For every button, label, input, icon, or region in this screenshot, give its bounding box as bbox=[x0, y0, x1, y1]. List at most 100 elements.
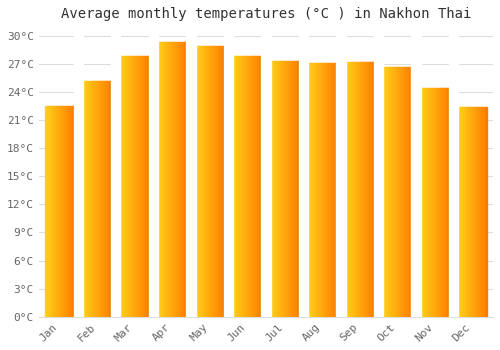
Bar bbox=[253, 56, 254, 317]
Bar bbox=[221, 46, 222, 317]
Bar bbox=[391, 66, 392, 317]
Bar bbox=[424, 88, 426, 317]
Bar bbox=[277, 61, 278, 317]
Bar bbox=[214, 46, 216, 317]
Bar bbox=[100, 80, 101, 317]
Bar bbox=[399, 66, 400, 317]
Bar bbox=[159, 42, 160, 317]
Bar bbox=[102, 80, 104, 317]
Bar bbox=[163, 42, 164, 317]
Bar bbox=[165, 42, 166, 317]
Bar bbox=[67, 106, 68, 317]
Bar bbox=[434, 88, 435, 317]
Bar bbox=[260, 56, 262, 317]
Bar bbox=[476, 107, 477, 317]
Bar bbox=[108, 80, 109, 317]
Bar bbox=[97, 80, 98, 317]
Bar bbox=[52, 106, 53, 317]
Bar bbox=[254, 56, 255, 317]
Bar bbox=[372, 62, 373, 317]
Bar bbox=[424, 88, 425, 317]
Bar bbox=[47, 106, 48, 317]
Bar bbox=[142, 56, 143, 317]
Bar bbox=[178, 42, 179, 317]
Bar bbox=[197, 46, 198, 317]
Bar bbox=[111, 17, 120, 317]
Bar bbox=[288, 61, 290, 317]
Bar bbox=[351, 62, 352, 317]
Bar bbox=[234, 56, 235, 317]
Bar bbox=[287, 61, 288, 317]
Bar bbox=[172, 42, 174, 317]
Bar bbox=[219, 46, 220, 317]
Bar bbox=[271, 61, 272, 317]
Bar bbox=[107, 80, 108, 317]
Bar bbox=[60, 106, 61, 317]
Bar bbox=[323, 63, 324, 317]
Bar bbox=[160, 42, 161, 317]
Bar bbox=[122, 56, 123, 317]
Bar bbox=[320, 63, 321, 317]
Bar bbox=[458, 107, 459, 317]
Bar bbox=[368, 62, 369, 317]
Bar bbox=[209, 46, 210, 317]
Bar bbox=[318, 63, 319, 317]
Bar bbox=[439, 88, 440, 317]
Bar bbox=[88, 80, 89, 317]
Bar bbox=[63, 106, 64, 317]
Bar bbox=[404, 66, 406, 317]
Bar bbox=[168, 42, 169, 317]
Bar bbox=[210, 46, 212, 317]
Bar bbox=[252, 56, 253, 317]
Bar bbox=[357, 62, 358, 317]
Bar bbox=[94, 80, 95, 317]
Bar bbox=[400, 66, 402, 317]
Bar bbox=[233, 56, 234, 317]
Bar bbox=[250, 56, 251, 317]
Bar bbox=[125, 56, 126, 317]
Bar bbox=[326, 63, 328, 317]
Bar bbox=[238, 56, 239, 317]
Bar bbox=[50, 106, 51, 317]
Bar bbox=[183, 42, 184, 317]
Bar bbox=[208, 46, 209, 317]
Bar bbox=[448, 88, 449, 317]
Bar bbox=[459, 107, 460, 317]
Bar bbox=[104, 80, 105, 317]
Bar bbox=[148, 17, 158, 317]
Bar bbox=[207, 46, 208, 317]
Bar bbox=[474, 107, 476, 317]
Bar bbox=[247, 56, 248, 317]
Bar bbox=[210, 46, 211, 317]
Bar bbox=[329, 63, 330, 317]
Bar bbox=[139, 56, 140, 317]
Bar bbox=[98, 80, 100, 317]
Bar bbox=[482, 107, 483, 317]
Bar bbox=[330, 63, 332, 317]
Bar bbox=[101, 80, 102, 317]
Bar bbox=[396, 66, 397, 317]
Bar bbox=[383, 66, 384, 317]
Bar bbox=[69, 106, 70, 317]
Bar bbox=[442, 88, 443, 317]
Bar bbox=[370, 62, 371, 317]
Bar bbox=[392, 66, 393, 317]
Bar bbox=[421, 88, 422, 317]
Bar bbox=[170, 42, 171, 317]
Bar bbox=[124, 56, 125, 317]
Bar bbox=[366, 62, 367, 317]
Bar bbox=[322, 63, 323, 317]
Bar bbox=[436, 88, 437, 317]
Bar bbox=[440, 88, 441, 317]
Bar bbox=[84, 80, 85, 317]
Bar bbox=[469, 107, 470, 317]
Bar bbox=[96, 80, 97, 317]
Bar bbox=[485, 107, 486, 317]
Bar bbox=[295, 61, 296, 317]
Bar bbox=[335, 63, 336, 317]
Bar bbox=[354, 62, 355, 317]
Bar bbox=[223, 46, 224, 317]
Bar bbox=[286, 61, 287, 317]
Bar bbox=[205, 46, 206, 317]
Bar bbox=[349, 62, 350, 317]
